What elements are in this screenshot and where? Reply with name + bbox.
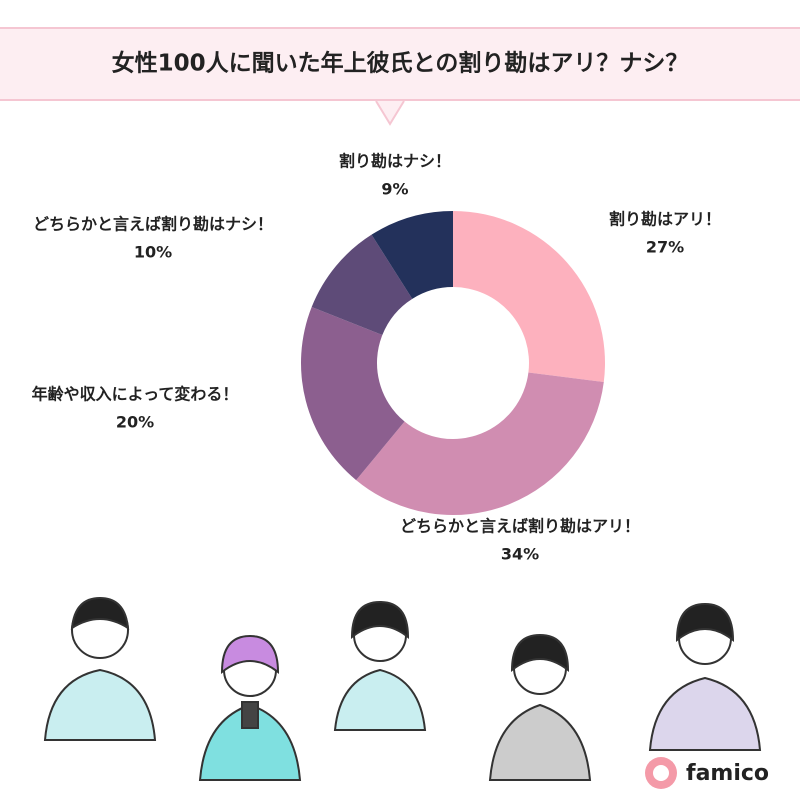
person bbox=[488, 633, 592, 781]
band-pointer-border bbox=[375, 100, 405, 126]
slice-value-label: 34% bbox=[501, 545, 539, 564]
donut-slice bbox=[301, 307, 405, 481]
slice-value-label: 20% bbox=[116, 413, 154, 432]
person bbox=[198, 634, 302, 781]
person bbox=[648, 602, 762, 751]
logo-text: famico bbox=[686, 761, 769, 786]
title-band bbox=[0, 28, 800, 100]
donut-slice bbox=[356, 372, 604, 516]
donut-slice bbox=[453, 211, 605, 383]
slice-label: どちらかと言えば割り勘はアリ！ bbox=[400, 517, 640, 536]
donut-slice bbox=[311, 234, 413, 336]
slice-label: 年齢や収入によって変わる！ bbox=[32, 385, 239, 404]
person bbox=[43, 596, 157, 741]
band-pointer bbox=[376, 101, 404, 124]
logo-icon-inner bbox=[653, 765, 669, 781]
slice-label: 割り勘はナシ！ bbox=[339, 152, 451, 171]
illustrations bbox=[43, 596, 762, 781]
slice-value-label: 27% bbox=[646, 238, 684, 257]
logo: famico bbox=[645, 757, 769, 789]
slice-value-label: 9% bbox=[381, 180, 408, 199]
slice-label: どちらかと言えば割り勘はナシ！ bbox=[33, 215, 273, 234]
chart-title: 女性100人に聞いた年上彼氏との割り勘はアリ？ナシ？ bbox=[112, 50, 689, 77]
slice-label: 割り勘はアリ！ bbox=[609, 210, 721, 229]
donut-slice bbox=[371, 211, 453, 299]
slice-value-label: 10% bbox=[134, 243, 172, 262]
person bbox=[333, 600, 427, 731]
